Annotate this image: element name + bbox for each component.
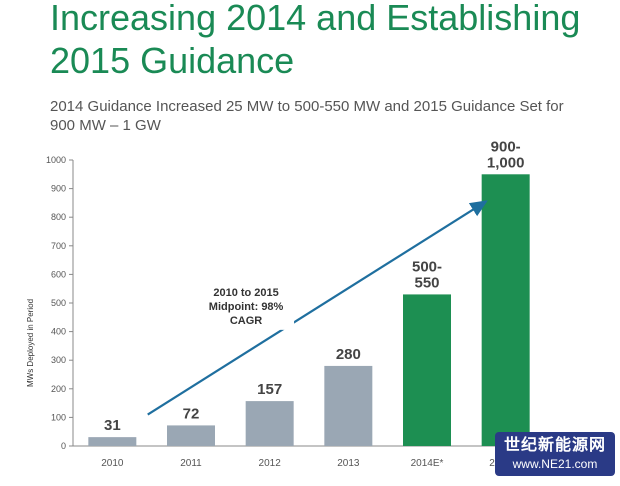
- data-label: 1,000: [487, 154, 525, 171]
- y-tick-label: 300: [51, 355, 66, 365]
- watermark-logo: 世纪新能源网 www.NE21.com: [495, 432, 615, 476]
- x-tick-label: 2011: [180, 458, 202, 469]
- bar: [324, 365, 373, 446]
- y-tick-label: 100: [51, 412, 66, 422]
- y-tick-label: 200: [51, 384, 66, 394]
- cagr-arrow: [147, 200, 488, 416]
- cagr-annotation-text: CAGR: [230, 315, 262, 327]
- data-label: 280: [336, 346, 361, 363]
- bar: [481, 174, 530, 447]
- y-tick-label: 0: [61, 441, 66, 451]
- y-tick-label: 700: [51, 241, 66, 251]
- x-tick-label: 2010: [101, 458, 124, 469]
- y-tick-label: 600: [51, 269, 66, 279]
- x-tick-label: 2013: [337, 458, 360, 469]
- cagr-annotation-text: 2010 to 2015: [213, 287, 278, 299]
- page-subtitle: 2014 Guidance Increased 25 MW to 500-550…: [50, 98, 564, 134]
- bar: [88, 437, 137, 446]
- bar: [245, 401, 294, 446]
- bar: [403, 294, 451, 446]
- cagr-annotation-bg: [198, 281, 295, 330]
- x-tick-label: 2014E*: [411, 458, 444, 469]
- watermark-title: 世纪新能源网: [503, 437, 606, 454]
- data-label: 500-: [412, 258, 442, 275]
- y-tick-label: 900: [51, 184, 66, 194]
- bar: [167, 425, 215, 446]
- data-label: 72: [183, 405, 200, 422]
- y-axis-label: MWs Deployed in Period: [26, 299, 35, 387]
- y-tick-label: 800: [51, 212, 66, 222]
- y-tick-label: 400: [51, 327, 66, 337]
- watermark-url: www.NE21.com: [512, 457, 598, 471]
- data-label: 31: [104, 417, 121, 434]
- cagr-annotation-text: Midpoint: 98%: [209, 301, 284, 313]
- data-label: 157: [257, 381, 282, 398]
- x-tick-label: 2012: [259, 458, 282, 469]
- y-tick-label: 500: [51, 298, 66, 308]
- data-label: 550: [414, 274, 439, 291]
- page-title: Increasing 2014 and Establishing 2015 Gu…: [50, 0, 581, 81]
- data-label: 900-: [491, 138, 521, 155]
- y-tick-label: 1000: [46, 155, 66, 165]
